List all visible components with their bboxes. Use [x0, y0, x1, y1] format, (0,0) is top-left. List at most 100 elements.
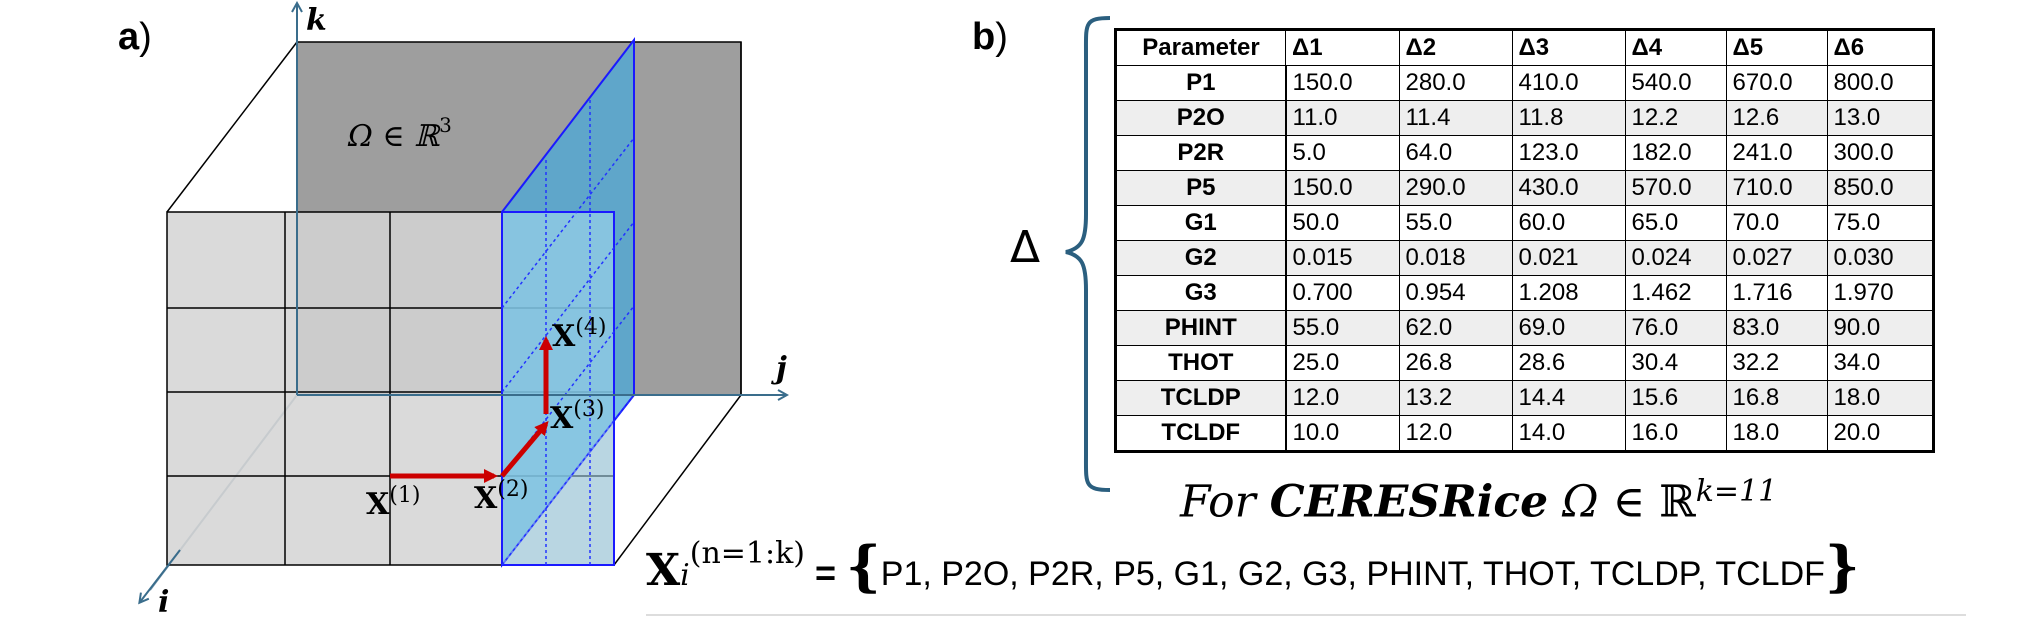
j-axis-label: j: [771, 351, 787, 386]
value-cell: 850.0: [1826, 170, 1934, 206]
value-cell: 25.0: [1285, 345, 1400, 381]
value-cell: 1.970: [1826, 275, 1934, 311]
value-cell: 1.462: [1624, 275, 1727, 311]
parameter-name-cell: P1: [1115, 65, 1287, 101]
xi-symbol: X: [646, 545, 681, 596]
point-x3-label: X(3): [550, 397, 604, 436]
table-row: P1 150.0 280.0 410.0 540.0 670.0 800.0: [1115, 65, 1934, 101]
model-domain-caption: For CERESRice Ω ∈ ℝk=11: [1180, 474, 1777, 528]
point-x1-label: X(1): [366, 483, 420, 522]
xi-parameter-set: P1, P2O, P2R, P5, G1, G2, G3, PHINT, THO…: [880, 555, 1825, 593]
value-cell: 430.0: [1511, 170, 1626, 206]
table-row: P2R 5.0 64.0 123.0 182.0 241.0 300.0: [1115, 135, 1934, 171]
value-cell: 32.2: [1725, 345, 1828, 381]
value-cell: 0.027: [1725, 240, 1828, 276]
parameter-name-cell: TCLDP: [1115, 380, 1287, 416]
parameter-name-cell: P5: [1115, 170, 1287, 206]
parameter-name-cell: P2R: [1115, 135, 1287, 171]
value-cell: 20.0: [1826, 415, 1934, 452]
value-cell: 710.0: [1725, 170, 1828, 206]
table-row: THOT 25.0 26.8 28.6 30.4 32.2 34.0: [1115, 345, 1934, 381]
value-cell: 0.954: [1398, 275, 1513, 311]
caption-real: ℝ: [1659, 476, 1696, 528]
value-cell: 11.4: [1398, 100, 1513, 136]
value-cell: 16.0: [1624, 415, 1727, 452]
value-cell: 241.0: [1725, 135, 1828, 171]
value-cell: 150.0: [1285, 65, 1400, 101]
value-cell: 30.4: [1624, 345, 1727, 381]
value-cell: 14.0: [1511, 415, 1626, 452]
value-cell: 300.0: [1826, 135, 1934, 171]
value-cell: 12.0: [1285, 380, 1400, 416]
value-cell: 16.8: [1725, 380, 1828, 416]
value-cell: 10.0: [1285, 415, 1400, 452]
value-cell: 150.0: [1285, 170, 1400, 206]
value-cell: 12.2: [1624, 100, 1727, 136]
table-row: PHINT 55.0 62.0 69.0 76.0 83.0 90.0: [1115, 310, 1934, 346]
grid-cube-diagram: k j i Ω ∈ ℝ3 X(1) X(2) X(3) X(4): [0, 0, 980, 620]
point-x4-label: X(4): [552, 315, 606, 354]
domain-label: Ω ∈ ℝ3: [347, 113, 452, 154]
value-cell: 13.2: [1398, 380, 1513, 416]
table-body: P1 150.0 280.0 410.0 540.0 670.0 800.0 P2O 11.0 1…: [1115, 65, 1934, 452]
value-cell: 800.0: [1826, 65, 1934, 101]
panel-b-label: b): [972, 16, 1008, 59]
value-cell: 11.0: [1285, 100, 1400, 136]
xi-open-brace: {: [846, 534, 881, 598]
table-row: G3 0.700 0.954 1.208 1.462 1.716 1.970: [1115, 275, 1934, 311]
value-cell: 62.0: [1398, 310, 1513, 346]
xi-equals: =: [805, 552, 847, 593]
value-cell: 1.716: [1725, 275, 1828, 311]
panel-b-letter: b: [972, 16, 996, 58]
value-cell: 290.0: [1398, 170, 1513, 206]
arrow-x2-to-x3: [500, 420, 549, 478]
xi-superscript: (n=1:k): [689, 536, 805, 571]
caption-prefix: For: [1180, 476, 1270, 528]
parameter-name-cell: G1: [1115, 205, 1287, 241]
panel-a-paren: ): [139, 16, 152, 58]
panel-b-paren: ): [995, 16, 1008, 58]
value-cell: 26.8: [1398, 345, 1513, 381]
panel-a-label: a): [118, 16, 152, 59]
value-cell: 280.0: [1398, 65, 1513, 101]
table-row: P5 150.0 290.0 430.0 570.0 710.0 850.0: [1115, 170, 1934, 206]
xi-set-definition: Xi(n=1:k) = {P1, P2O, P2R, P5, G1, G2, G…: [646, 534, 1966, 616]
table-header-row: Parameter Δ1 Δ2 Δ3 Δ4 Δ5 Δ6: [1115, 29, 1934, 66]
value-cell: 15.6: [1624, 380, 1727, 416]
table-row: TCLDF 10.0 12.0 14.0 16.0 18.0 20.0: [1115, 415, 1934, 452]
value-cell: 83.0: [1725, 310, 1828, 346]
value-cell: 12.6: [1725, 100, 1828, 136]
table-row: G2 0.015 0.018 0.021 0.024 0.027 0.030: [1115, 240, 1934, 276]
value-cell: 570.0: [1624, 170, 1727, 206]
value-cell: 1.208: [1511, 275, 1626, 311]
i-axis-label: i: [158, 585, 169, 620]
value-cell: 90.0: [1826, 310, 1934, 346]
xi-close-brace: }: [1824, 534, 1860, 598]
value-cell: 70.0: [1725, 205, 1828, 241]
header-delta1: Δ1: [1285, 29, 1400, 66]
table-row: P2O 11.0 11.4 11.8 12.2 12.6 13.0: [1115, 100, 1934, 136]
value-cell: 11.8: [1511, 100, 1626, 136]
parameter-table: Parameter Δ1 Δ2 Δ3 Δ4 Δ5 Δ6 P1 150.0 280.0…: [1114, 28, 1935, 453]
header-parameter: Parameter: [1115, 29, 1286, 66]
caption-model: CERESRice: [1269, 476, 1549, 528]
value-cell: 18.0: [1725, 415, 1828, 452]
value-cell: 18.0: [1826, 380, 1934, 416]
table-row: TCLDP 12.0 13.2 14.4 15.6 16.8 18.0: [1115, 380, 1934, 416]
value-cell: 69.0: [1511, 310, 1626, 346]
header-delta2: Δ2: [1398, 29, 1513, 66]
xi-subscript: i: [680, 558, 690, 593]
value-cell: 0.024: [1624, 240, 1727, 276]
delta-symbol: Δ: [1010, 222, 1041, 273]
table-row: G1 50.0 55.0 60.0 65.0 70.0 75.0: [1115, 205, 1934, 241]
value-cell: 0.021: [1511, 240, 1626, 276]
i-axis: [140, 549, 181, 602]
parameter-name-cell: PHINT: [1115, 310, 1287, 346]
point-x2-label: X(2): [474, 477, 528, 516]
value-cell: 60.0: [1511, 205, 1626, 241]
parameter-name-cell: P2O: [1115, 100, 1287, 136]
value-cell: 55.0: [1398, 205, 1513, 241]
parameter-name-cell: G3: [1115, 275, 1287, 311]
value-cell: 12.0: [1398, 415, 1513, 452]
parameter-name-cell: G2: [1115, 240, 1287, 276]
